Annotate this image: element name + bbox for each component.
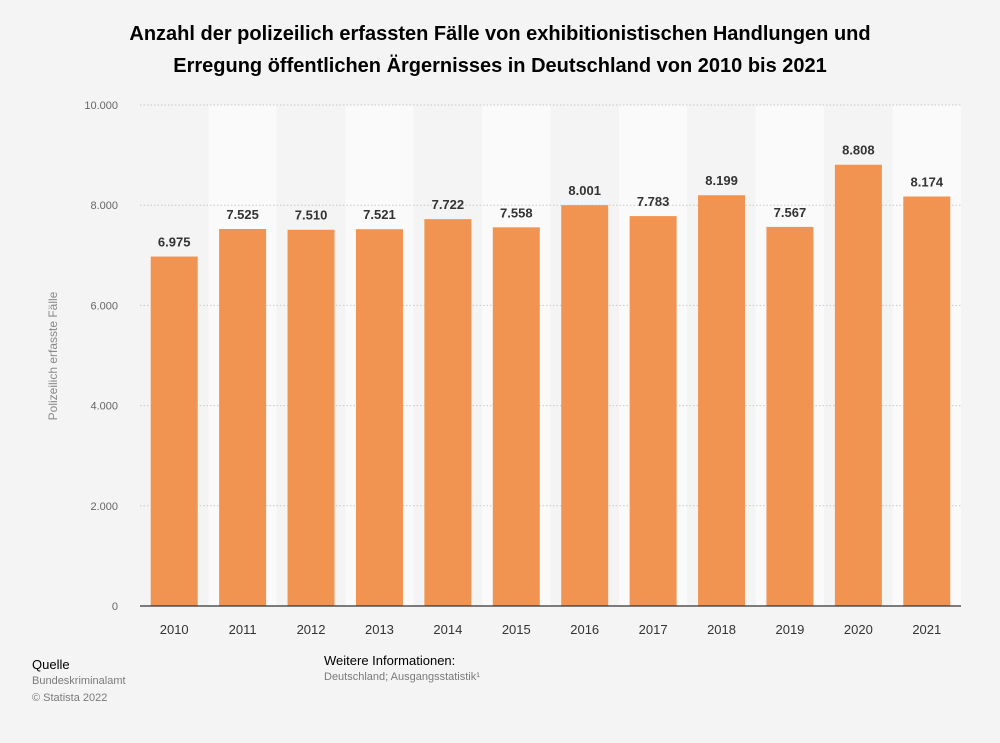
bar[interactable] (698, 195, 746, 606)
bar[interactable] (219, 228, 267, 606)
bar[interactable] (424, 219, 472, 606)
x-axis: 2010 2011 2012 2013 2014 2015 2016 2017 2018 2019… (140, 605, 961, 637)
value-label: 8.808 (842, 143, 875, 158)
bar[interactable] (834, 164, 882, 607)
y-axis: 0 2.000 4.000 6.000 8.000 10.000 (84, 100, 118, 613)
bar[interactable] (150, 256, 198, 606)
info-block: Weitere Informationen: Deutschland; Ausg… (324, 652, 480, 686)
source-block: Quelle Bundeskriminalamt © Statista 2022 (32, 656, 126, 707)
x-tick-label: 2020 (844, 622, 873, 637)
x-tick-label: 2017 (639, 622, 668, 637)
chart-title-line-1: Anzahl der polizeilich erfassten Fälle v… (129, 23, 871, 45)
grid-lines (140, 104, 961, 507)
source-name: Bundeskriminalamt (32, 675, 126, 687)
x-tick-label: 2016 (570, 622, 599, 637)
y-tick-label: 10.000 (84, 100, 118, 112)
x-tick-label: 2021 (912, 622, 941, 637)
x-tick-label: 2018 (707, 622, 736, 637)
bar[interactable] (492, 227, 540, 607)
value-label: 8.001 (568, 183, 601, 198)
y-axis-label: Polizeilich erfasste Fälle (46, 291, 60, 420)
chart-title-line-2: Erregung öffentlichen Ärgernisses in Deu… (173, 55, 827, 77)
copyright: © Statista 2022 (32, 692, 108, 704)
x-tick-label: 2010 (160, 622, 189, 637)
y-tick-label: 4.000 (90, 401, 118, 413)
info-detail: Deutschland; Ausgangsstatistik¹ (324, 671, 480, 683)
bar[interactable] (355, 229, 403, 606)
x-tick-label: 2012 (297, 622, 326, 637)
value-label: 7.510 (295, 208, 328, 223)
y-tick-label: 6.000 (90, 300, 118, 312)
value-labels: 6.975 7.525 7.510 7.521 7.722 7.558 8.001 7.783… (158, 143, 944, 250)
x-tick-label: 2019 (775, 622, 804, 637)
x-tick-label: 2015 (502, 622, 531, 637)
value-label: 7.783 (637, 194, 670, 209)
value-label: 7.567 (774, 205, 807, 220)
x-tick-label: 2014 (433, 622, 462, 637)
x-tick-label: 2011 (229, 622, 257, 637)
chart-title: Anzahl der polizeilich erfassten Fälle v… (60, 18, 940, 82)
bar[interactable] (287, 229, 335, 606)
x-tick-label: 2013 (365, 622, 394, 637)
value-label: 8.199 (705, 173, 738, 188)
info-heading: Weitere Informationen: (324, 653, 456, 668)
y-tick-label: 0 (112, 601, 118, 613)
y-tick-label: 2.000 (90, 501, 118, 513)
value-label: 8.174 (911, 174, 944, 189)
value-label: 7.521 (363, 207, 396, 222)
y-tick-label: 8.000 (90, 200, 118, 212)
value-label: 7.722 (432, 197, 465, 212)
value-label: 7.558 (500, 205, 533, 220)
source-heading: Quelle (32, 657, 70, 672)
bar[interactable] (561, 205, 609, 606)
value-label: 7.525 (226, 207, 259, 222)
bar[interactable] (903, 196, 951, 606)
bars (150, 164, 951, 607)
bar[interactable] (629, 216, 677, 606)
bar[interactable] (766, 226, 814, 606)
value-label: 6.975 (158, 235, 191, 250)
